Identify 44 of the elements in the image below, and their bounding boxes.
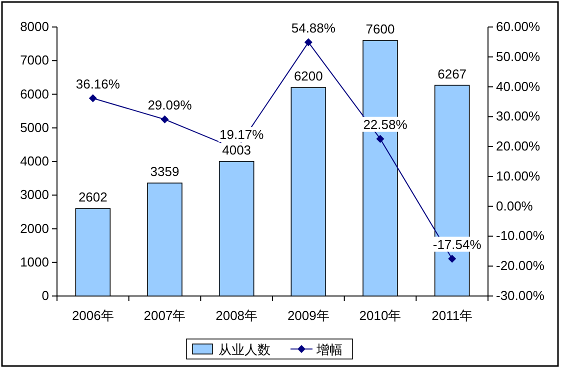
y2-tick-label: -20.00% [496, 258, 545, 274]
y2-tick-label: 0.00% [496, 198, 534, 214]
data-label: 4003 [222, 142, 252, 158]
data-label: 2602 [78, 190, 108, 205]
data-label: 36.16% [76, 76, 120, 92]
data-label: -17.54% [432, 236, 482, 252]
x-tick-label: 2010年 [359, 308, 402, 323]
y2-tick-label: -30.00% [496, 288, 545, 303]
point [448, 254, 456, 263]
point [304, 38, 312, 46]
data-label: 6267 [438, 66, 467, 82]
x-tick-label: 2008年 [216, 308, 258, 323]
data-label: 54.88% [291, 20, 336, 36]
data-label: 29.09% [148, 97, 192, 112]
x-tick-label: 2006年 [72, 308, 114, 323]
y-tick-label: 0 [42, 288, 49, 303]
y-tick-label: 1000 [20, 254, 49, 270]
x-tick-label: 2009年 [287, 308, 330, 323]
y-tick-label: 5000 [20, 120, 49, 135]
point [88, 94, 97, 102]
y2-tick-label: 40.00% [496, 78, 541, 94]
data-label: 3359 [150, 164, 180, 180]
y2-tick-label: 10.00% [496, 168, 541, 184]
point [160, 115, 169, 124]
data-label: 7600 [366, 21, 395, 36]
data-label: 6200 [294, 68, 323, 84]
legend-label: 从业人数 [218, 342, 270, 357]
x-tick-label: 2011年 [432, 308, 473, 323]
y-tick-label: 4000 [20, 154, 49, 168]
y-tick-label: 7000 [20, 52, 49, 68]
y2-tick-label: 60.00% [496, 19, 541, 34]
legend-label: 增幅 [316, 342, 342, 357]
y2-tick-label: -10.00% [496, 228, 545, 244]
y-tick-label: 3000 [20, 187, 49, 202]
y2-tick-label: 30.00% [496, 108, 541, 124]
point [376, 134, 384, 143]
y2-tick-label: 20.00% [496, 138, 541, 154]
y-tick-label: 2000 [20, 220, 49, 236]
x-tick-label: 2007年 [144, 308, 186, 323]
data-label: 22.58% [363, 116, 408, 132]
y2-tick-label: 50.00% [496, 48, 541, 64]
y-tick-label: 6000 [20, 86, 49, 102]
y-tick-label: 8000 [20, 19, 49, 34]
data-label: 19.17% [220, 127, 264, 142]
